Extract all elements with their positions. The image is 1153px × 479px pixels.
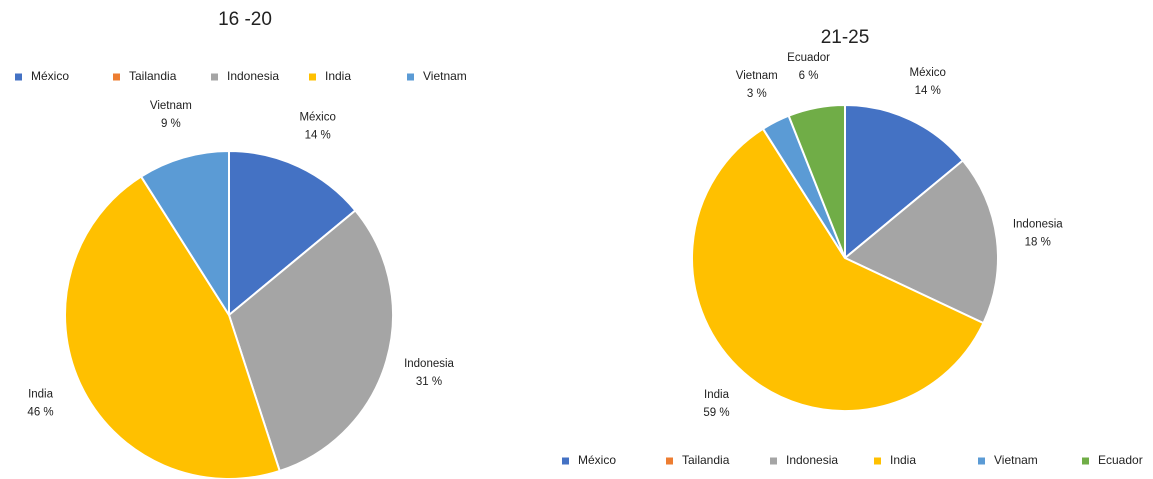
- chart-title: 16 -20: [218, 9, 272, 30]
- data-label-name: Vietnam: [736, 70, 778, 82]
- data-label-name: México: [910, 67, 946, 79]
- pie-slice: [227, 209, 394, 473]
- legend-label: Ecuador: [1098, 453, 1143, 467]
- legend-label: India: [325, 69, 351, 83]
- pie-slice: [691, 127, 985, 412]
- legend-label: India: [890, 453, 916, 467]
- pie-slice: [844, 103, 965, 261]
- chart-title: 21-25: [821, 27, 870, 48]
- legend-swatch: [211, 73, 218, 81]
- data-label-value: 14 %: [915, 85, 941, 97]
- data-label-name: India: [28, 389, 54, 401]
- data-label-value: 31 %: [416, 376, 442, 388]
- legend-label: Indonesia: [786, 453, 838, 467]
- data-label-value: 59 %: [703, 407, 729, 419]
- legend-swatch: [562, 457, 569, 465]
- pie-slice: [64, 175, 281, 479]
- legend-swatch: [15, 73, 22, 81]
- legend-swatch: [1082, 457, 1089, 465]
- legend-swatch: [874, 457, 881, 465]
- legend-swatch: [309, 73, 316, 81]
- data-label-value: 46 %: [27, 407, 53, 419]
- data-label-value: 6 %: [799, 70, 819, 82]
- pie-slice: [139, 149, 230, 319]
- data-label-name: México: [299, 112, 335, 124]
- legend-label: México: [31, 69, 69, 83]
- legend-label: México: [578, 453, 616, 467]
- legend-swatch: [407, 73, 414, 81]
- data-label-name: Indonesia: [404, 358, 454, 370]
- legend-label: Tailandia: [682, 453, 730, 467]
- data-label-value: 3 %: [747, 88, 767, 100]
- legend-label: Indonesia: [227, 69, 279, 83]
- data-label-name: India: [704, 389, 730, 401]
- pie-slice: [787, 103, 846, 259]
- legend-label: Vietnam: [994, 453, 1038, 467]
- data-label-value: 14 %: [305, 130, 331, 142]
- pie-slice: [843, 159, 999, 325]
- legend-swatch: [770, 457, 777, 465]
- legend-label: Vietnam: [423, 69, 467, 83]
- legend-swatch: [113, 73, 120, 81]
- legend-swatch: [666, 457, 673, 465]
- data-label-name: Ecuador: [787, 52, 830, 64]
- data-label-value: 9 %: [161, 118, 181, 130]
- data-label-name: Vietnam: [150, 100, 192, 112]
- pie-slice: [228, 149, 357, 318]
- data-label-value: 18 %: [1025, 237, 1051, 249]
- legend-swatch: [978, 457, 985, 465]
- data-label-name: Indonesia: [1013, 219, 1063, 231]
- legend-label: Tailandia: [129, 69, 177, 83]
